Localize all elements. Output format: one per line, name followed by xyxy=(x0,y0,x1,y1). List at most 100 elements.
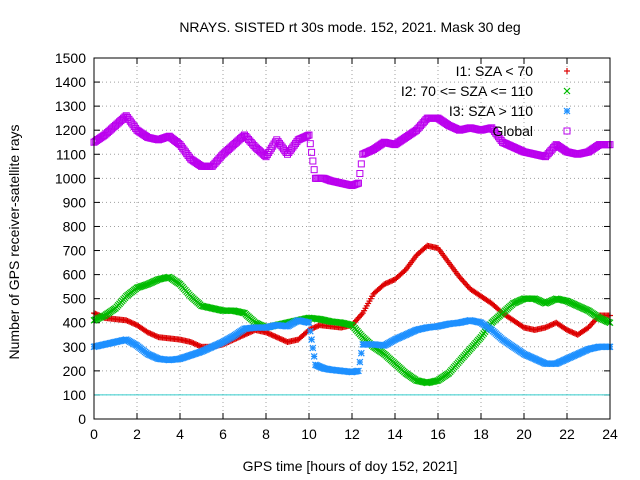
x-tick-label: 16 xyxy=(430,426,446,442)
data-point xyxy=(306,140,314,148)
x-tick-label: 22 xyxy=(559,426,575,442)
data-point xyxy=(401,267,408,274)
data-point xyxy=(93,311,100,318)
y-axis-ticks: 0 100 200 300 400 500 600 700 800 900 1000 1100 1200… xyxy=(55,50,610,427)
x-tick-label: 20 xyxy=(516,426,532,442)
data-point xyxy=(124,317,131,324)
data-point xyxy=(308,148,316,156)
data-point xyxy=(152,332,159,339)
y-tick-label: 200 xyxy=(63,363,87,379)
x-tick-label: 10 xyxy=(301,426,317,442)
data-point xyxy=(148,331,155,338)
y-tick-label: 400 xyxy=(63,315,87,331)
data-point xyxy=(355,367,362,375)
legend-label-global: Global xyxy=(493,123,533,139)
data-point xyxy=(144,329,151,336)
data-point xyxy=(146,329,153,336)
data-point xyxy=(357,160,365,168)
data-point xyxy=(150,331,157,338)
legend: I1: SZA < 70 I2: 70 <= SZA <= 110 I3: SZA … xyxy=(401,63,571,139)
data-point xyxy=(547,322,554,329)
plot-series xyxy=(90,112,614,387)
y-tick-label: 100 xyxy=(63,387,87,403)
data-point xyxy=(387,278,394,285)
data-point xyxy=(129,320,136,327)
data-point xyxy=(275,334,282,341)
data-point xyxy=(309,344,317,352)
legend-marker-i3-sza-110 xyxy=(563,107,571,115)
y-tick-label: 0 xyxy=(78,411,86,427)
data-point xyxy=(264,329,271,336)
data-point xyxy=(389,277,396,284)
data-point xyxy=(279,336,286,343)
data-point xyxy=(277,335,284,342)
chart-title: NRAYS. SISTED rt 30s mode. 152, 2021. Ma… xyxy=(179,19,520,35)
x-tick-label: 8 xyxy=(262,426,270,442)
data-point xyxy=(194,341,201,348)
y-tick-label: 1400 xyxy=(55,74,86,90)
data-point xyxy=(305,319,313,327)
data-point xyxy=(357,349,365,357)
data-point xyxy=(569,329,576,336)
legend-label-i1-sza-70: I1: SZA < 70 xyxy=(456,63,534,79)
data-point xyxy=(271,332,278,339)
data-point xyxy=(265,330,272,337)
data-point xyxy=(383,280,390,287)
data-point xyxy=(386,278,393,285)
data-point xyxy=(314,323,321,330)
data-point xyxy=(305,131,313,139)
data-point xyxy=(356,170,364,178)
data-point xyxy=(542,324,549,331)
legend-label-i3-sza-110: I3: SZA > 110 xyxy=(449,103,533,119)
grid xyxy=(94,58,610,419)
series-global xyxy=(90,112,614,190)
data-point xyxy=(268,331,275,338)
x-tick-label: 4 xyxy=(176,426,184,442)
x-tick-label: 24 xyxy=(602,426,618,442)
data-point xyxy=(385,279,392,286)
data-point xyxy=(131,320,138,327)
data-point xyxy=(128,319,135,326)
data-point xyxy=(191,340,198,347)
data-point xyxy=(195,342,202,349)
data-point xyxy=(267,331,274,338)
data-point xyxy=(422,243,429,250)
y-tick-label: 600 xyxy=(63,267,87,283)
data-point xyxy=(310,166,318,174)
legend-marker-i1-sza-70 xyxy=(564,68,570,74)
data-point xyxy=(151,332,158,339)
y-tick-label: 1100 xyxy=(56,146,86,162)
x-tick-label: 2 xyxy=(133,426,141,442)
data-point xyxy=(187,338,194,345)
data-point xyxy=(304,132,312,140)
y-tick-label: 1000 xyxy=(55,170,86,186)
y-tick-label: 300 xyxy=(63,339,87,355)
data-point xyxy=(309,157,317,165)
data-point xyxy=(272,333,279,340)
data-point xyxy=(269,332,276,339)
x-axis-label: GPS time [hours of doy 152, 2021] xyxy=(243,458,458,474)
data-point xyxy=(381,281,388,288)
data-point xyxy=(543,323,550,330)
data-point xyxy=(273,334,280,341)
x-tick-label: 12 xyxy=(344,426,360,442)
plot-frame xyxy=(93,57,611,420)
data-point xyxy=(306,327,314,335)
data-point xyxy=(193,341,200,348)
y-tick-label: 1500 xyxy=(55,50,86,66)
data-point xyxy=(354,179,362,187)
data-point xyxy=(382,280,389,287)
data-point xyxy=(189,339,196,346)
data-point xyxy=(123,317,130,324)
data-point xyxy=(545,323,552,330)
data-point xyxy=(519,323,526,330)
data-point xyxy=(127,319,134,326)
data-point xyxy=(564,326,570,333)
x-tick-label: 0 xyxy=(90,426,98,442)
y-tick-label: 800 xyxy=(63,218,87,234)
data-point xyxy=(308,336,316,344)
data-point xyxy=(281,337,288,344)
y-tick-label: 500 xyxy=(63,291,87,307)
data-point xyxy=(147,330,154,337)
y-axis-label: Number of GPS receiver-satellite rays xyxy=(6,125,22,360)
